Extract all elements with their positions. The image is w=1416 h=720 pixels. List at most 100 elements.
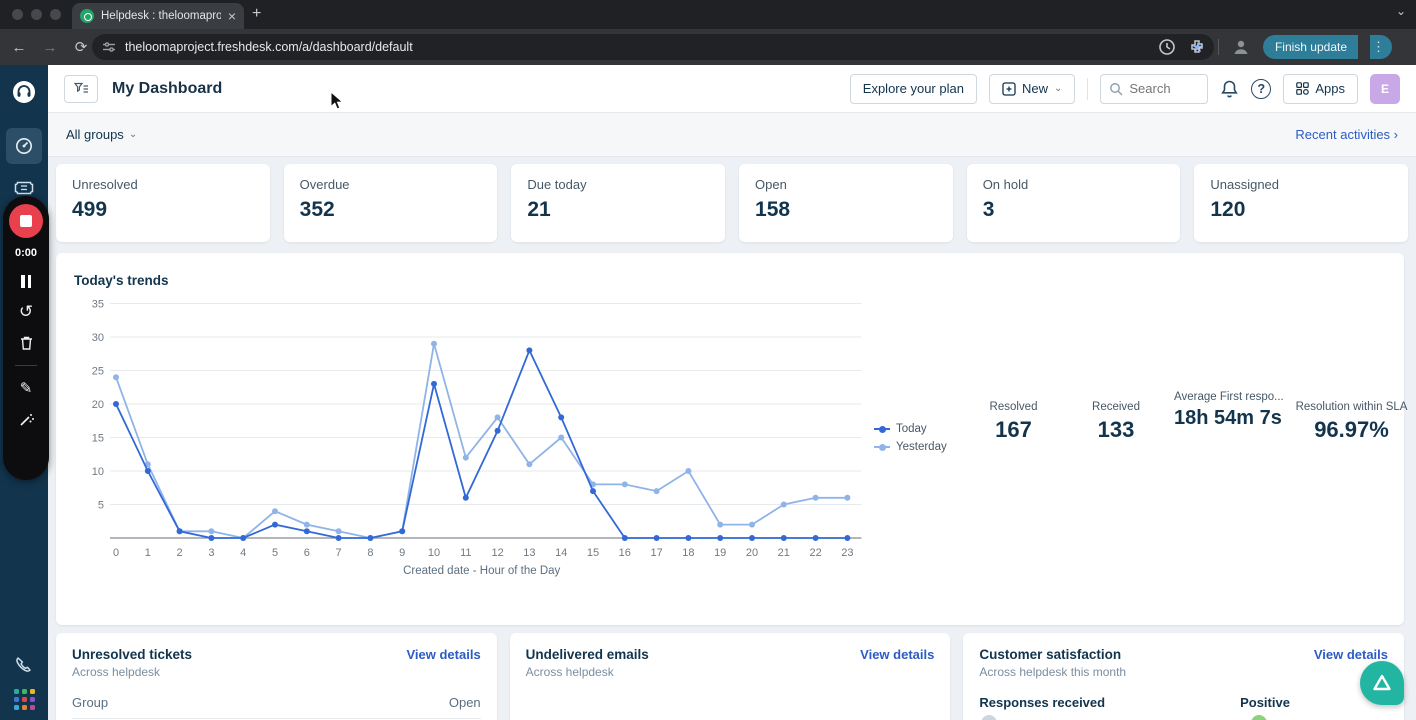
data-point-today [685, 535, 692, 541]
stat-card-on-hold[interactable]: On hold 3 [966, 164, 1181, 242]
chat-widget-button[interactable] [1360, 661, 1404, 705]
maximize-window-button[interactable] [50, 9, 61, 20]
data-point-yesterday [431, 340, 437, 347]
groups-dropdown[interactable]: All groups ⌄ [66, 127, 137, 142]
recent-activities-link[interactable]: Recent activities › [1295, 127, 1398, 142]
browser-tab[interactable]: Helpdesk : theloomaproject × [72, 3, 244, 29]
browser-menu-icon[interactable]: ⋮ [1370, 35, 1392, 59]
close-window-button[interactable] [12, 9, 23, 20]
window-controls[interactable] [12, 9, 61, 20]
effects-wand-button[interactable] [18, 410, 35, 428]
browser-tab-strip: Helpdesk : theloomaproject × + ⌄ [0, 0, 1416, 29]
restart-recording-button[interactable]: ↺ [18, 302, 34, 321]
browser-toolbar: ← → ⟳ theloomaproject.freshdesk.com/a/da… [0, 29, 1416, 65]
stat-card-unresolved[interactable]: Unresolved 499 [56, 164, 270, 242]
app-switcher-grid-icon[interactable] [13, 689, 35, 710]
pause-recording-button[interactable] [21, 272, 31, 290]
apps-button[interactable]: Apps [1283, 73, 1358, 104]
stat-label: Overdue [299, 177, 350, 192]
profile-avatar-icon[interactable] [1231, 37, 1251, 57]
groups-dropdown-label: All groups [66, 127, 124, 142]
stop-recording-button[interactable] [9, 204, 43, 238]
x-tick-label: 5 [272, 547, 278, 559]
positive-smiley-icon [1251, 715, 1268, 720]
card-title: Undelivered emails [525, 647, 649, 662]
x-tick-label: 2 [177, 547, 183, 559]
data-point-today [431, 380, 437, 387]
column-positive: Positive [1240, 695, 1290, 710]
recorder-divider [15, 365, 37, 366]
data-point-today [208, 535, 215, 541]
x-tick-label: 10 [428, 547, 440, 559]
stat-card-overdue[interactable]: Overdue 352 [283, 164, 498, 242]
x-tick-label: 22 [809, 547, 821, 559]
extension-clock-icon[interactable] [1158, 38, 1176, 56]
apps-button-label: Apps [1315, 81, 1345, 96]
tab-search-chevron-icon[interactable]: ⌄ [1395, 4, 1406, 18]
user-avatar[interactable]: E [1370, 73, 1400, 104]
forward-button[interactable]: → [42, 38, 58, 56]
table-header: Group Open [72, 695, 481, 719]
delete-recording-button[interactable] [19, 334, 34, 352]
data-point-today [367, 535, 374, 541]
finish-update-button[interactable]: Finish update [1262, 35, 1358, 59]
view-details-link[interactable]: View details [860, 647, 935, 662]
back-button[interactable]: ← [11, 38, 27, 56]
url-text[interactable]: theloomaproject.freshdesk.com/a/dashboar… [125, 40, 413, 54]
new-button[interactable]: New ⌄ [988, 73, 1076, 104]
phone-icon[interactable] [14, 655, 34, 675]
stat-label: Average First respo... [1174, 391, 1284, 403]
series-line-yesterday [115, 343, 848, 539]
sidebar-item-tickets[interactable] [0, 167, 48, 209]
data-point-today [272, 521, 278, 528]
address-bar[interactable]: theloomaproject.freshdesk.com/a/dashboar… [92, 34, 1214, 60]
data-point-today [303, 528, 310, 535]
series-line-today [115, 348, 848, 539]
stat-card-due-today[interactable]: Due today 21 [511, 164, 726, 242]
page-title: My Dashboard [112, 79, 223, 97]
mouse-cursor [330, 91, 344, 110]
search-box[interactable] [1100, 73, 1209, 104]
minimize-window-button[interactable] [31, 9, 42, 20]
column-group: Group [72, 695, 109, 710]
y-tick-label: 15 [92, 433, 104, 445]
site-settings-icon[interactable] [102, 40, 116, 54]
partial-rating-icon [981, 715, 998, 720]
data-point-today [621, 535, 628, 541]
sidebar-item-dashboard[interactable] [0, 125, 48, 167]
x-tick-label: 1 [145, 547, 151, 559]
reload-button[interactable]: ⟳ [74, 39, 88, 56]
x-tick-label: 4 [240, 547, 246, 559]
search-input[interactable] [1129, 81, 1200, 96]
stat-value: 3 [982, 198, 995, 221]
data-point-today [399, 528, 406, 535]
freshworks-logo-icon[interactable] [0, 71, 48, 113]
x-tick-label: 0 [113, 547, 119, 559]
x-tick-label: 18 [682, 547, 694, 559]
notifications-bell-icon[interactable] [1220, 79, 1239, 99]
stat-card-open[interactable]: Open 158 [739, 164, 953, 242]
data-point-today [176, 528, 183, 535]
new-tab-button[interactable]: + [252, 5, 262, 22]
explore-plan-button[interactable]: Explore your plan [849, 73, 977, 104]
data-point-yesterday [462, 454, 469, 461]
stat-card-unassigned[interactable]: Unassigned 120 [1194, 164, 1409, 242]
legend-item-yesterday[interactable]: Yesterday [874, 441, 947, 453]
x-tick-label: 11 [460, 547, 471, 559]
tab-close-icon[interactable]: × [227, 8, 236, 24]
dashboard-filter-toggle-button[interactable] [64, 74, 98, 103]
card-subtitle: Across helpdesk this month [979, 665, 1127, 679]
stat-label: Unresolved [72, 177, 138, 192]
data-point-today [749, 535, 755, 541]
stat-received: Received 133 [1061, 401, 1171, 443]
view-details-link[interactable]: View details [1313, 647, 1389, 662]
stat-value: 133 [1097, 417, 1135, 442]
help-icon[interactable]: ? [1251, 78, 1272, 99]
x-tick-label: 16 [619, 547, 631, 559]
view-details-link[interactable]: View details [406, 647, 481, 662]
x-tick-label: 14 [555, 547, 567, 559]
today-legend-marker [874, 425, 890, 433]
draw-pencil-button[interactable]: ✎ [19, 380, 33, 397]
extensions-puzzle-icon[interactable] [1188, 38, 1206, 56]
legend-item-today[interactable]: Today [874, 423, 947, 435]
